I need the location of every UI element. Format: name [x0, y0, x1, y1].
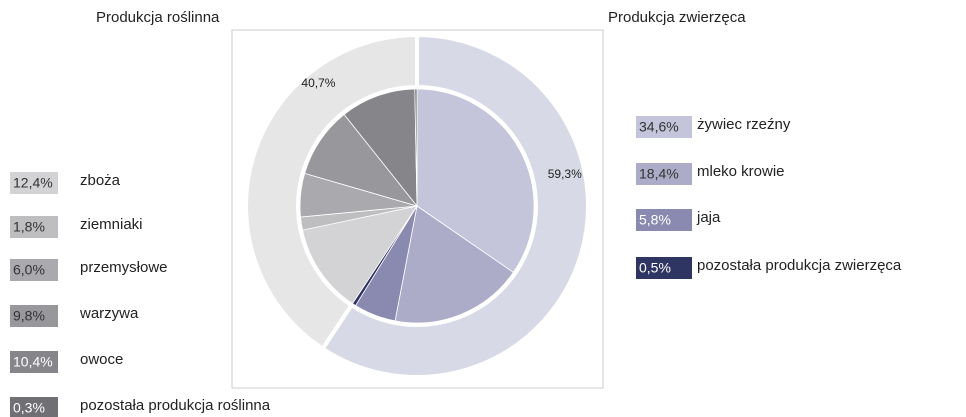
legend-swatch: [636, 257, 692, 279]
legend-value: 9,8%: [13, 308, 45, 324]
legend-value: 1,8%: [13, 219, 45, 235]
legend-swatch: [10, 259, 58, 281]
outer-value-label: 40,7%: [301, 76, 335, 90]
inner-slice: [416, 88, 535, 273]
legend-label: zboża: [80, 172, 121, 189]
legend-label: przemysłowe: [80, 259, 168, 276]
legend-swatch: [10, 305, 58, 327]
legend-label: mleko krowie: [697, 163, 785, 180]
outer-slice: [244, 32, 419, 352]
inner-slice: [394, 205, 514, 324]
legend-value: 0,5%: [639, 260, 671, 276]
legend-label: pozostała produkcja zwierzęca: [697, 257, 902, 274]
legend-value: 12,4%: [13, 175, 53, 191]
legend-value: 6,0%: [13, 262, 45, 278]
inner-slice: [302, 205, 418, 305]
outer-slice: [319, 32, 590, 379]
legend-label: pozostała produkcja roślinna: [80, 397, 271, 414]
legend-swatch: [636, 209, 692, 231]
legend-label: warzywa: [79, 305, 139, 322]
legend-swatch: [10, 351, 58, 373]
inner-slice: [343, 88, 418, 208]
group-title: Produkcja zwierzęca: [608, 9, 746, 26]
legend-label: owoce: [80, 351, 123, 368]
legend-label: żywiec rzeźny: [697, 116, 791, 133]
legend-swatch: [10, 216, 58, 238]
legend-value: 18,4%: [639, 166, 679, 182]
legend-value: 34,6%: [639, 119, 679, 135]
outer-value-label: 59,3%: [548, 167, 582, 181]
inner-slice: [414, 88, 418, 207]
legend-value: 10,4%: [13, 354, 53, 370]
legend-label: jaja: [696, 209, 721, 226]
legend-value: 5,8%: [639, 212, 671, 228]
legend-swatch: [636, 116, 692, 138]
legend-value: 0,3%: [13, 400, 45, 416]
legend-swatch: [10, 397, 58, 417]
legend-swatch: [10, 172, 58, 194]
legend-swatch: [636, 163, 692, 185]
group-title: Produkcja roślinna: [96, 9, 220, 26]
legend-label: ziemniaki: [80, 216, 143, 233]
